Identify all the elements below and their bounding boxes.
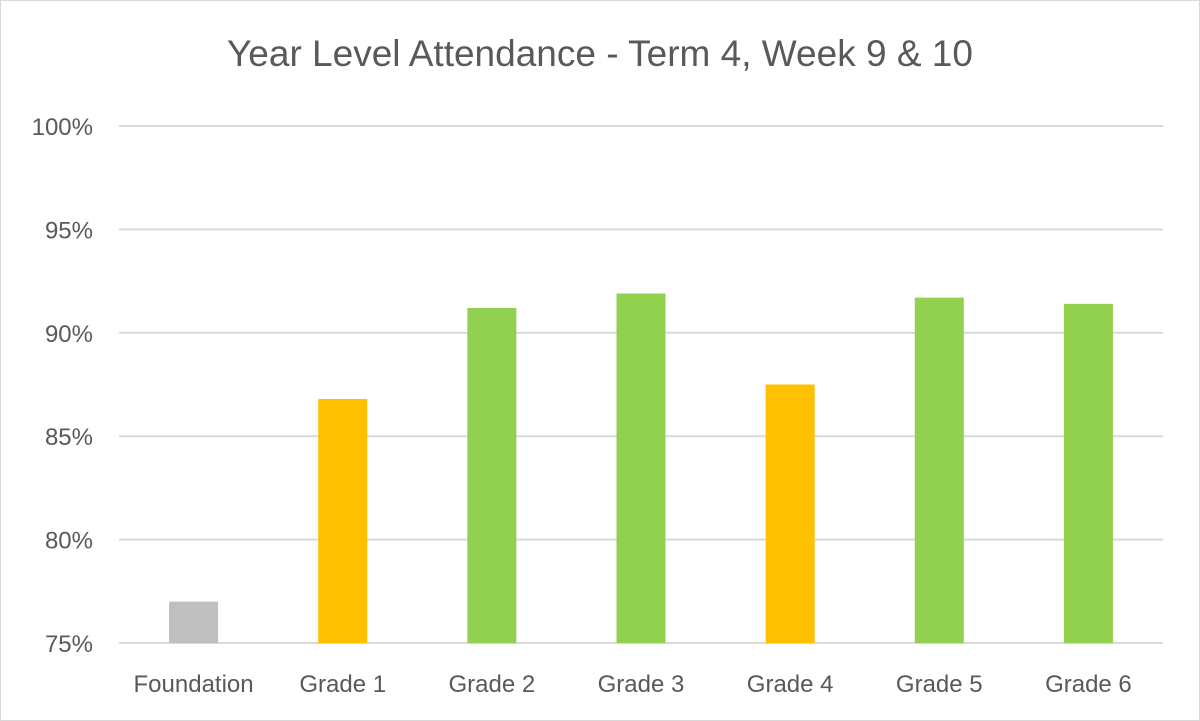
bars [169,293,1113,643]
bar-grade-3 [616,293,666,643]
x-tick-label: Grade 2 [448,671,535,698]
x-tick-label: Grade 5 [896,671,983,698]
x-tick-label: Grade 3 [598,671,685,698]
y-axis-tick-labels: 75% 80% 85% 90% 95% 100% [32,114,93,658]
x-tick-label: Grade 6 [1045,671,1132,698]
y-tick-label: 85% [45,424,93,451]
bar-foundation [169,601,219,643]
y-tick-label: 90% [45,321,93,348]
x-tick-label: Grade 4 [747,671,834,698]
x-tick-label: Foundation [134,671,254,698]
chart-title: Year Level Attendance - Term 4, Week 9 &… [227,33,973,74]
bar-grade-5 [914,297,964,643]
y-tick-label: 95% [45,217,93,244]
x-tick-label: Grade 1 [299,671,386,698]
bar-grade-2 [467,307,517,643]
bar-grade-6 [1063,303,1113,643]
x-axis-tick-labels: Foundation Grade 1 Grade 2 Grade 3 Grade 4 Gr… [134,671,1132,698]
y-tick-label: 100% [32,114,93,141]
bar-grade-1 [318,398,368,643]
y-tick-label: 80% [45,528,93,555]
y-tick-label: 75% [45,631,93,658]
bar-grade-4 [765,384,815,643]
